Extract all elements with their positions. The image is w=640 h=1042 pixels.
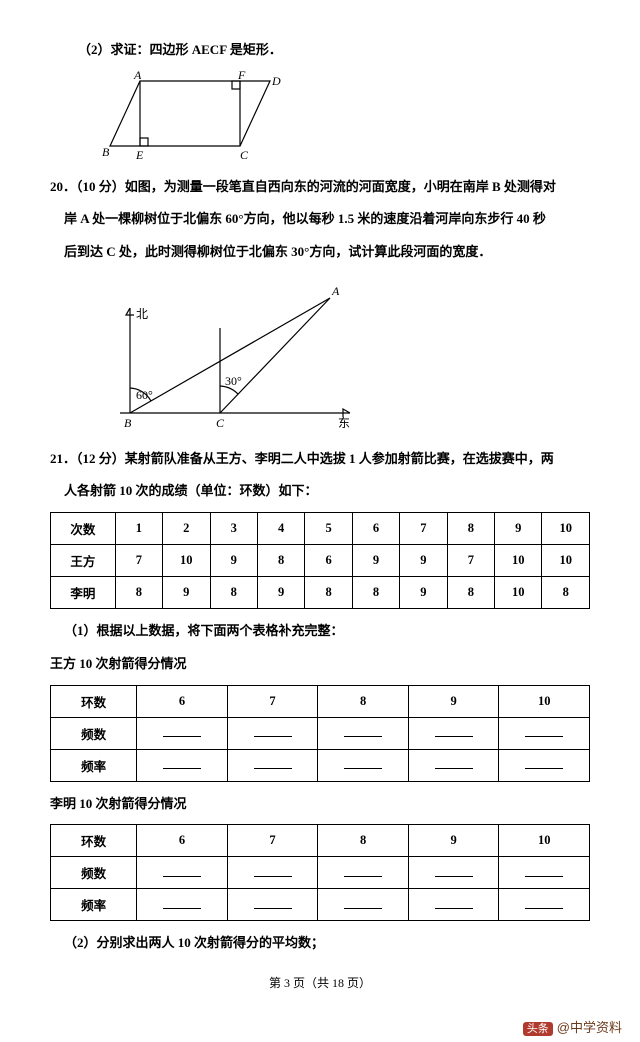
label-60: 60° bbox=[136, 388, 153, 402]
label-D: D bbox=[271, 74, 281, 88]
cell: 8 bbox=[115, 577, 162, 609]
cell-blank bbox=[499, 749, 590, 781]
cell-blank bbox=[318, 857, 409, 889]
cell: 9 bbox=[400, 545, 447, 577]
q20-line1: 20．（10 分）如图，为测量一段笔直自西向东的河流的河面宽度，小明在南岸 B … bbox=[50, 175, 590, 200]
cell: 9 bbox=[210, 545, 257, 577]
cell: 8 bbox=[257, 545, 304, 577]
cell: 10 bbox=[499, 825, 590, 857]
cell: 10 bbox=[495, 577, 542, 609]
li-title: 李明 10 次射箭得分情况 bbox=[50, 792, 590, 817]
watermark: 头条 @中学资料 bbox=[0, 1011, 640, 1042]
cell: 8 bbox=[447, 513, 494, 545]
page-footer: 第 3 页（共 18 页） bbox=[50, 974, 590, 991]
cell: 7 bbox=[227, 685, 318, 717]
label-east: 东 bbox=[338, 416, 350, 430]
cell-blank bbox=[408, 717, 499, 749]
label-E: E bbox=[135, 148, 144, 161]
cell-label: 频数 bbox=[51, 857, 137, 889]
cell: 8 bbox=[352, 577, 399, 609]
cell-blank bbox=[137, 857, 228, 889]
cell: 3 bbox=[210, 513, 257, 545]
cell: 9 bbox=[408, 825, 499, 857]
wang-title: 王方 10 次射箭得分情况 bbox=[50, 652, 590, 677]
cell: 8 bbox=[542, 577, 590, 609]
cell: 环数 bbox=[51, 685, 137, 717]
cell: 7 bbox=[447, 545, 494, 577]
label-30: 30° bbox=[225, 374, 242, 388]
cell: 10 bbox=[495, 545, 542, 577]
q21-line2: 人各射箭 10 次的成绩（单位：环数）如下： bbox=[50, 479, 590, 504]
cell: 10 bbox=[542, 545, 590, 577]
cell-blank bbox=[408, 857, 499, 889]
cell: 9 bbox=[408, 685, 499, 717]
cell-blank bbox=[499, 717, 590, 749]
cell: 1 bbox=[115, 513, 162, 545]
cell: 6 bbox=[305, 545, 352, 577]
cell: 8 bbox=[318, 825, 409, 857]
cell: 6 bbox=[352, 513, 399, 545]
figure-q20: 北 东 B C A 60° 30° bbox=[100, 273, 590, 437]
watermark-brand: 头条 bbox=[523, 1022, 553, 1036]
cell-label: 频率 bbox=[51, 749, 137, 781]
cell: 8 bbox=[210, 577, 257, 609]
cell: 10 bbox=[542, 513, 590, 545]
prompt-1: （1）根据以上数据，将下面两个表格补充完整： bbox=[50, 619, 590, 644]
prompt-2: （2）分别求出两人 10 次射箭得分的平均数； bbox=[50, 931, 590, 956]
cell: 9 bbox=[257, 577, 304, 609]
cell-blank bbox=[408, 749, 499, 781]
cell: 4 bbox=[257, 513, 304, 545]
table-wang-freq: 环数678910 频数 频率 bbox=[50, 685, 590, 782]
cell-blank bbox=[318, 717, 409, 749]
label-A: A bbox=[133, 71, 142, 82]
cell-label: 频数 bbox=[51, 717, 137, 749]
table-raw-scores: 次数12345678910 王方7109869971010 李明89898898… bbox=[50, 512, 590, 609]
cell-blank bbox=[318, 749, 409, 781]
cell-blank bbox=[499, 857, 590, 889]
label-north: 北 bbox=[136, 307, 148, 321]
q20-line2: 岸 A 处一棵柳树位于北偏东 60°方向，他以每秒 1.5 米的速度沿着河岸向东… bbox=[50, 207, 590, 232]
figure-q19: A D B C E F bbox=[100, 71, 590, 165]
label-B: B bbox=[102, 145, 110, 159]
cell: 8 bbox=[447, 577, 494, 609]
cell-blank bbox=[227, 717, 318, 749]
cell: 6 bbox=[137, 825, 228, 857]
label-C: C bbox=[240, 148, 249, 161]
cell: 9 bbox=[352, 545, 399, 577]
label-B2: B bbox=[124, 416, 132, 430]
cell: 7 bbox=[400, 513, 447, 545]
q19-part2: （2）求证：四边形 AECF 是矩形． bbox=[50, 38, 590, 63]
cell-blank bbox=[227, 857, 318, 889]
cell-blank bbox=[137, 749, 228, 781]
label-C2: C bbox=[216, 416, 225, 430]
cell: 环数 bbox=[51, 825, 137, 857]
cell: 9 bbox=[163, 577, 210, 609]
cell: 6 bbox=[137, 685, 228, 717]
watermark-text: @中学资料 bbox=[557, 1020, 622, 1035]
cell: 8 bbox=[305, 577, 352, 609]
cell: 李明 bbox=[51, 577, 116, 609]
label-A2: A bbox=[331, 284, 340, 298]
cell: 次数 bbox=[51, 513, 116, 545]
cell: 7 bbox=[227, 825, 318, 857]
cell: 9 bbox=[495, 513, 542, 545]
cell: 10 bbox=[163, 545, 210, 577]
cell-blank bbox=[137, 717, 228, 749]
cell: 10 bbox=[499, 685, 590, 717]
q21-line1: 21．（12 分）某射箭队准备从王方、李明二人中选拔 1 人参加射箭比赛，在选拔… bbox=[50, 447, 590, 472]
cell: 王方 bbox=[51, 545, 116, 577]
cell: 9 bbox=[400, 577, 447, 609]
cell-blank bbox=[227, 749, 318, 781]
label-F: F bbox=[237, 71, 246, 82]
cell: 8 bbox=[318, 685, 409, 717]
cell: 7 bbox=[115, 545, 162, 577]
cell: 2 bbox=[163, 513, 210, 545]
q20-line3: 后到达 C 处，此时测得柳树位于北偏东 30°方向，试计算此段河面的宽度． bbox=[50, 240, 590, 265]
cell: 5 bbox=[305, 513, 352, 545]
table-li-freq: 环数678910 频数 频率 bbox=[50, 824, 590, 921]
